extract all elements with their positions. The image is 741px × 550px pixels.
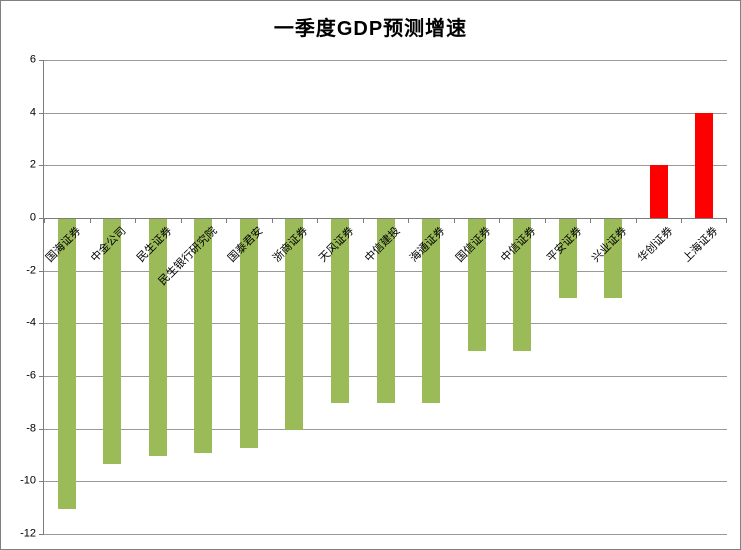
category-label: 上海证券 — [681, 225, 721, 265]
category-axis-tick — [590, 219, 592, 223]
bar — [558, 219, 577, 298]
gridline — [44, 534, 727, 535]
bar — [148, 219, 167, 456]
bar — [649, 165, 668, 218]
category-axis — [44, 218, 727, 219]
bar — [194, 219, 213, 454]
bar — [422, 219, 441, 404]
gridline — [44, 60, 727, 61]
bar — [285, 219, 304, 430]
y-axis-tick — [39, 60, 44, 61]
y-axis-label: 0 — [29, 211, 36, 224]
y-axis-tick — [39, 112, 44, 114]
y-axis-tick — [39, 481, 44, 483]
y-axis-tick — [39, 218, 44, 219]
y-axis-tick — [39, 323, 44, 325]
category-axis-tick — [362, 219, 364, 223]
category-axis-tick — [271, 219, 273, 223]
y-axis-tick — [39, 270, 44, 272]
gridline — [44, 112, 727, 114]
gridline — [44, 481, 727, 483]
category-axis-tick — [681, 219, 683, 223]
gridline — [44, 428, 727, 430]
y-axis-tick — [39, 165, 44, 167]
y-axis-label: 2 — [29, 158, 36, 171]
bar — [330, 219, 349, 404]
category-axis-tick — [499, 219, 501, 223]
bar — [239, 219, 258, 449]
chart-title: 一季度GDP预测增速 — [273, 18, 468, 40]
bar — [604, 219, 623, 298]
bar — [57, 219, 76, 509]
y-axis-label: 4 — [29, 106, 36, 119]
category-axis-tick — [135, 219, 137, 223]
category-axis-tick — [408, 219, 410, 223]
bar — [695, 112, 714, 218]
bar — [376, 219, 395, 404]
y-axis-tick — [39, 376, 44, 377]
category-axis-tick — [635, 219, 637, 223]
y-axis-label: -8 — [26, 422, 36, 435]
bar — [467, 219, 486, 351]
category-axis-tick — [453, 219, 455, 223]
category-axis-tick — [226, 219, 228, 223]
category-axis-tick — [544, 219, 546, 223]
gridline — [44, 165, 727, 167]
plot-area: 6 4 2 0 -2 -4 -6 -8 -10 -12 国海证券 中金公司 民生证券 民生银行研究院 国泰君… — [20, 54, 727, 539]
bar — [513, 219, 532, 351]
category-label: 华创证券 — [635, 225, 676, 265]
y-axis-label: -10 — [20, 474, 36, 487]
category-axis-tick — [180, 219, 182, 223]
y-axis-label: -2 — [26, 264, 36, 277]
category-axis-tick — [726, 219, 727, 223]
y-axis-label: -4 — [26, 316, 36, 329]
y-axis-label: -12 — [20, 527, 36, 540]
y-axis-label: 6 — [29, 53, 36, 66]
y-axis-line — [43, 60, 44, 534]
category-axis-tick — [317, 219, 319, 223]
y-axis-tick — [39, 428, 44, 430]
y-axis-label: -6 — [26, 369, 36, 382]
y-axis-tick — [39, 534, 44, 535]
bar — [103, 219, 122, 464]
category-axis-tick — [44, 219, 45, 223]
category-axis-tick — [89, 219, 91, 223]
